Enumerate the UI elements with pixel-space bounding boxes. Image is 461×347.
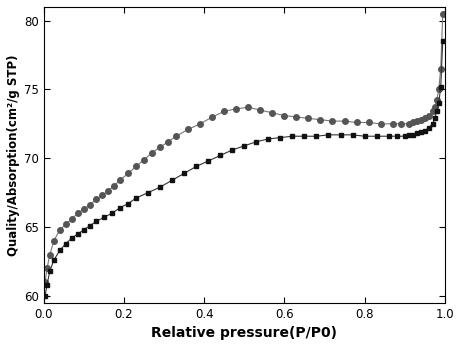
Y-axis label: Quality/Absorption(cm²/g STP): Quality/Absorption(cm²/g STP) (7, 54, 20, 255)
X-axis label: Relative pressure(P/P0): Relative pressure(P/P0) (151, 326, 337, 340)
